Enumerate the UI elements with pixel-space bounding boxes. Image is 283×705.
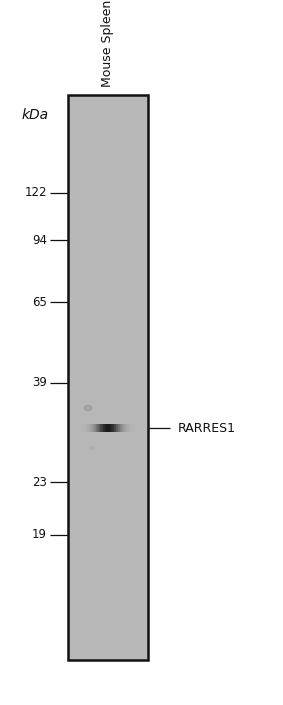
Bar (134, 424, 135, 432)
Bar (96, 424, 98, 432)
Bar (131, 424, 132, 432)
Bar (120, 424, 121, 432)
Bar (117, 424, 118, 432)
Bar (91, 424, 92, 432)
Bar (127, 424, 128, 432)
Bar (122, 424, 123, 432)
Bar (109, 424, 110, 432)
Text: RARRES1: RARRES1 (178, 422, 236, 434)
Bar (85, 424, 87, 432)
Bar (95, 424, 96, 432)
Bar (114, 424, 115, 432)
Bar (115, 424, 116, 432)
Bar (84, 424, 85, 432)
Bar (102, 424, 103, 432)
Bar (68, 95, 148, 660)
Bar (118, 424, 119, 432)
Bar (105, 424, 106, 432)
Bar (103, 424, 104, 432)
Bar (83, 424, 84, 432)
Bar (131, 424, 132, 432)
Bar (89, 424, 91, 432)
Bar (96, 424, 97, 432)
Bar (107, 424, 108, 432)
Bar (85, 424, 86, 432)
Bar (132, 424, 133, 432)
Ellipse shape (84, 405, 92, 410)
Bar (113, 424, 114, 432)
Bar (130, 424, 131, 432)
Bar (86, 424, 87, 432)
Bar (98, 424, 100, 432)
Bar (94, 424, 95, 432)
Text: 23: 23 (32, 475, 47, 489)
Bar (123, 424, 124, 432)
Bar (90, 424, 91, 432)
Ellipse shape (89, 446, 95, 450)
Bar (94, 424, 95, 432)
Text: 19: 19 (32, 529, 47, 541)
Bar (82, 424, 83, 432)
Bar (98, 424, 99, 432)
Bar (110, 424, 111, 432)
Bar (107, 424, 108, 432)
Bar (80, 424, 82, 432)
Text: 94: 94 (32, 233, 47, 247)
Bar (121, 424, 122, 432)
Bar (135, 424, 136, 432)
Bar (108, 424, 109, 432)
Bar (97, 424, 98, 432)
Bar (89, 424, 90, 432)
Bar (83, 424, 84, 432)
Bar (93, 424, 94, 432)
Bar (134, 424, 135, 432)
Bar (92, 424, 93, 432)
Bar (104, 424, 106, 432)
Bar (102, 424, 104, 432)
Bar (125, 424, 126, 432)
Text: 65: 65 (32, 295, 47, 309)
Bar (119, 424, 120, 432)
Bar (112, 424, 113, 432)
Bar (115, 424, 117, 432)
Bar (123, 424, 124, 432)
Bar (87, 424, 88, 432)
Bar (118, 424, 119, 432)
Bar (116, 424, 117, 432)
Bar (99, 424, 100, 432)
Bar (106, 424, 107, 432)
Bar (129, 424, 130, 432)
Bar (126, 424, 127, 432)
Bar (125, 424, 127, 432)
Bar (129, 424, 130, 432)
Bar (100, 424, 102, 432)
Bar (111, 424, 112, 432)
Bar (128, 424, 129, 432)
Bar (87, 424, 89, 432)
Bar (133, 424, 134, 432)
Bar (127, 424, 128, 432)
Bar (120, 424, 122, 432)
Bar (81, 424, 82, 432)
Bar (113, 424, 115, 432)
Bar (124, 424, 125, 432)
Text: kDa: kDa (22, 108, 49, 122)
Text: 39: 39 (32, 376, 47, 389)
Bar (100, 424, 101, 432)
Bar (109, 424, 111, 432)
Bar (104, 424, 105, 432)
Text: 122: 122 (25, 187, 47, 200)
Bar (101, 424, 102, 432)
Bar (112, 424, 113, 432)
Text: Mouse Spleen: Mouse Spleen (102, 0, 115, 87)
Bar (91, 424, 93, 432)
Bar (88, 424, 89, 432)
